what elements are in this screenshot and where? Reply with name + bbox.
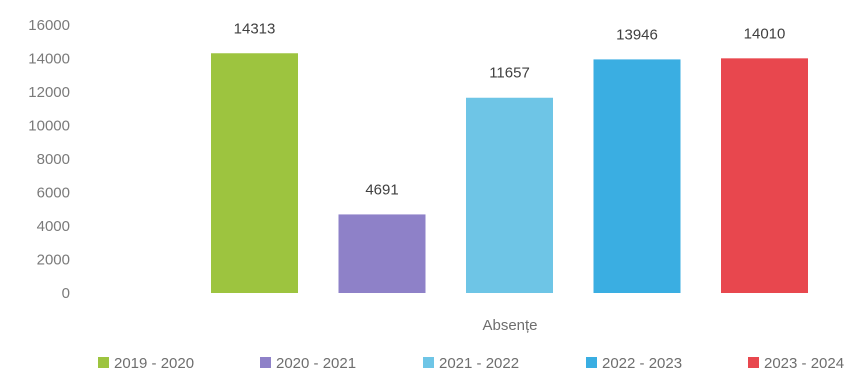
bar: [466, 97, 553, 294]
y-tick-label: 12000: [28, 84, 70, 101]
y-tick-label: 4000: [37, 218, 70, 235]
legend-label: 2023 - 2024: [764, 355, 844, 372]
y-tick-label: 6000: [37, 185, 70, 202]
bar-value-label: 13946: [616, 26, 658, 43]
y-tick-label: 10000: [28, 118, 70, 135]
legend-swatch: [98, 357, 109, 368]
bar-value-label: 11657: [489, 65, 530, 82]
legend-label: 2020 - 2021: [276, 355, 356, 372]
legend-swatch: [586, 357, 597, 368]
y-axis: 0 2000 4000 6000 8000 10000 12000 14000 16000: [28, 17, 70, 302]
y-tick-label: 14000: [28, 51, 70, 68]
bar-value-label: 14313: [234, 20, 276, 37]
bar-value-label: 14010: [744, 25, 786, 42]
legend-label: 2021 - 2022: [439, 355, 519, 372]
legend-label: 2019 - 2020: [114, 355, 194, 372]
bar: [721, 58, 808, 293]
legend-item: 2022 - 2023: [586, 355, 682, 372]
bars: [211, 53, 808, 294]
y-tick-label: 8000: [37, 151, 70, 168]
bar: [211, 53, 298, 294]
y-tick-label: 16000: [28, 17, 70, 34]
legend-swatch: [260, 357, 271, 368]
legend-item: 2020 - 2021: [260, 355, 356, 372]
x-axis-label: Absențe: [482, 317, 537, 334]
bar: [338, 214, 426, 293]
y-tick-label: 0: [62, 285, 70, 302]
legend-swatch: [748, 357, 759, 368]
bar: [593, 59, 681, 294]
legend-label: 2022 - 2023: [602, 355, 682, 372]
y-tick-label: 2000: [37, 252, 70, 269]
bar-value-label: 4691: [365, 181, 398, 198]
legend-item: 2021 - 2022: [423, 355, 519, 372]
legend-swatch: [423, 357, 434, 368]
legend: 2019 - 2020 2020 - 2021 2021 - 2022 2022 - …: [98, 355, 844, 372]
value-labels: 14313 4691 11657 13946 14010: [234, 20, 786, 198]
legend-item: 2023 - 2024: [748, 355, 844, 372]
legend-item: 2019 - 2020: [98, 355, 194, 372]
